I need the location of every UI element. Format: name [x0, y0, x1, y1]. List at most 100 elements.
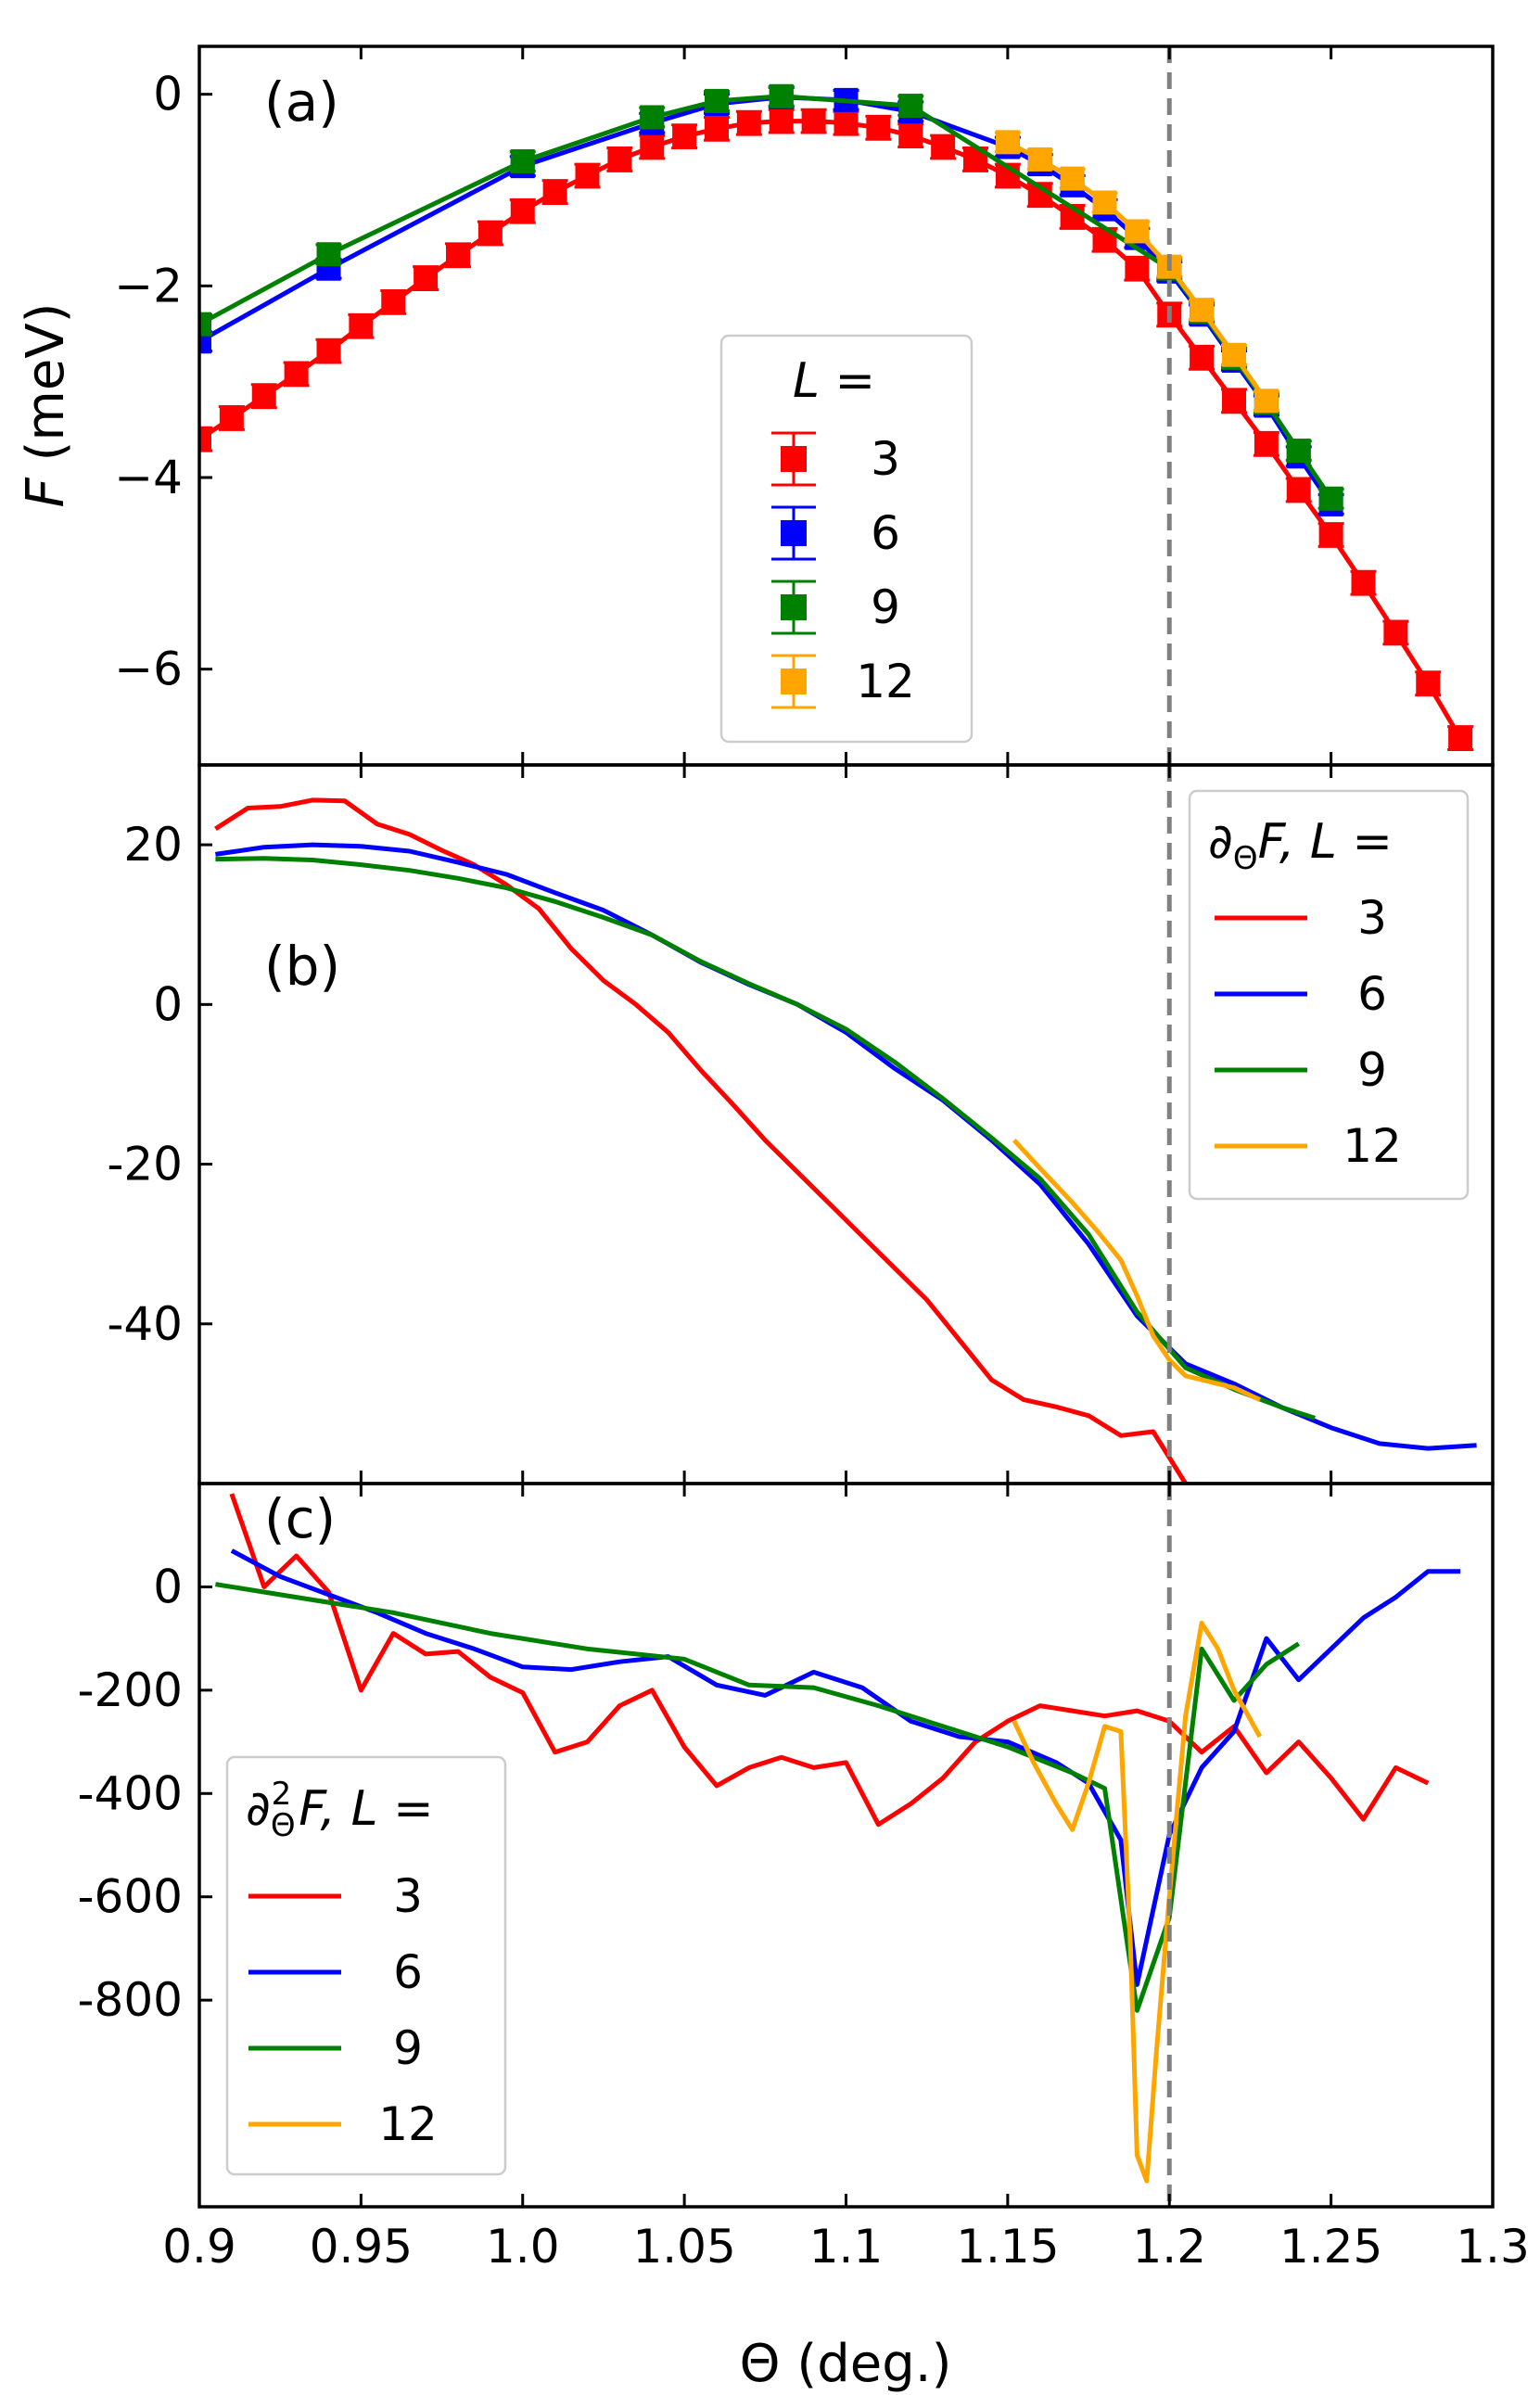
data-point-L3 [736, 110, 761, 135]
panel-a-y-tick-label: −6 [114, 643, 183, 696]
x-tick-label: 1.2 [1132, 2220, 1206, 2274]
data-point-L12 [1190, 298, 1215, 323]
legend-b-title-text: F, L = [1258, 814, 1393, 870]
panel-b-plot-area [214, 797, 1477, 1484]
legend-b-box [1188, 789, 1470, 1201]
legend-c-box [225, 1755, 507, 2176]
data-point-L3 [1222, 389, 1246, 414]
panel-a-y-tick-label: 0 [153, 68, 183, 121]
panel-a-y-axis-title: F (meV) [16, 302, 76, 507]
data-point-L12 [1125, 219, 1150, 244]
legend-marker-L3 [781, 446, 807, 472]
data-point-L9 [769, 83, 794, 108]
legend-marker-L6 [781, 520, 807, 546]
legend-label-L3: 3 [871, 432, 900, 486]
legend-b-partial-symbol: ∂ [1208, 814, 1233, 870]
data-point-L9 [510, 149, 535, 173]
data-point-L9 [199, 312, 211, 337]
legend-marker-L12 [781, 669, 807, 694]
data-point-L3 [1286, 478, 1311, 503]
panel-c-y-tick-label: 0 [153, 1560, 183, 1613]
data-point-L3 [1125, 256, 1150, 281]
panel-c-frame [197, 1482, 1495, 2209]
legend-b: ∂ΘF, L = 3 6 9 12 [1188, 789, 1470, 1201]
data-point-L3 [381, 289, 406, 314]
panel-c-y-tick-label: -600 [78, 1870, 183, 1924]
legend-label-L12: 12 [1343, 1119, 1402, 1173]
data-point-L12 [1254, 389, 1279, 414]
data-point-L9 [316, 242, 341, 267]
x-tick-label: 1.1 [809, 2220, 884, 2274]
data-point-L3 [542, 180, 567, 205]
panel-c-series-line-L9 [215, 1582, 1301, 2013]
data-point-L3 [575, 163, 600, 188]
legend-label-L12: 12 [378, 2097, 438, 2151]
legend-label-L6: 6 [393, 1945, 423, 1999]
legend-c-order-superscript: 2 [272, 1776, 292, 1813]
panel-c-y-tick-label: -800 [78, 1973, 183, 2027]
panel-a-series-line-L3 [199, 119, 1463, 740]
legend-a: L = 3 6 9 12 [719, 334, 974, 744]
panel-b-y-tick-label: -40 [107, 1297, 183, 1351]
legend-c: ∂Θ2 F, L = 3 6 9 12 [225, 1755, 507, 2176]
panel-c-series-line-L6 [230, 1548, 1461, 1987]
legend-b-title: ∂ΘF, L = [1208, 814, 1393, 877]
panel-a-label: (a) [264, 70, 339, 134]
data-point-L3 [414, 266, 439, 291]
data-point-L3 [1383, 620, 1408, 645]
data-point-L3 [931, 134, 956, 159]
panel-c-y-tick-label: -400 [78, 1766, 183, 1820]
data-point-L3 [1416, 671, 1441, 696]
panel-c-label: (c) [264, 1487, 336, 1550]
data-point-L3 [284, 362, 309, 387]
legend-label-L3: 3 [1357, 891, 1387, 945]
legend-label-L9: 9 [871, 580, 900, 634]
panel-a-y-tick-label: −4 [114, 451, 183, 504]
legend-b-theta-subscript: Θ [1233, 840, 1258, 877]
legend-c-title-text: F, L = [299, 1781, 433, 1837]
legend-marker-L9 [781, 594, 807, 620]
x-axis-title: Θ (deg.) [740, 2334, 952, 2394]
data-point-L3 [349, 313, 374, 338]
panel-a-y-tick-label: −2 [114, 259, 183, 312]
data-point-L3 [640, 134, 665, 159]
panel-b-series-line-L3 [214, 797, 1196, 1484]
data-point-L12 [1092, 190, 1117, 215]
data-point-L9 [898, 94, 923, 119]
data-point-L3 [1351, 570, 1376, 595]
panel-b-label: (b) [264, 935, 340, 998]
panel-b-y-tick-label: -20 [107, 1138, 183, 1191]
data-point-L3 [316, 338, 341, 363]
x-tick-label: 1.3 [1456, 2220, 1530, 2274]
legend-a-title: L = [793, 353, 875, 409]
data-point-L9 [640, 105, 665, 130]
data-point-L12 [1027, 147, 1052, 172]
x-tick-label: 0.95 [310, 2220, 413, 2274]
panel-b-y-tick-label: 0 [153, 977, 183, 1031]
panel-c-series-line-L3 [229, 1493, 1430, 1828]
data-point-L3 [219, 405, 244, 430]
data-point-L3 [446, 243, 470, 268]
data-point-L3 [1190, 345, 1215, 370]
panel-c-y-tick-label: -200 [78, 1663, 183, 1717]
panel-b-series-line-L12 [1012, 1139, 1261, 1402]
legend-c-title: ∂Θ2 F, L = [246, 1776, 434, 1844]
data-point-L9 [1286, 439, 1311, 464]
data-point-L3 [898, 123, 923, 148]
data-point-L9 [1318, 486, 1343, 511]
panel-b-y-tick-label: 20 [123, 818, 183, 872]
panel-a-y-axis-symbol: F [16, 478, 76, 508]
data-point-L3 [199, 427, 211, 452]
panel-a-y-axis-unit: (meV) [16, 302, 76, 478]
data-point-L12 [1060, 166, 1085, 191]
data-point-L3 [1448, 726, 1473, 751]
legend-label-L9: 9 [393, 2021, 423, 2075]
legend-c-partial-symbol: ∂ [246, 1781, 271, 1837]
data-point-L3 [1254, 431, 1279, 456]
legend-c-theta-subscript: Θ [271, 1807, 296, 1844]
panel-c-series-line-L12 [1012, 1620, 1263, 2184]
data-point-L3 [769, 108, 794, 134]
data-point-L3 [1318, 523, 1343, 547]
